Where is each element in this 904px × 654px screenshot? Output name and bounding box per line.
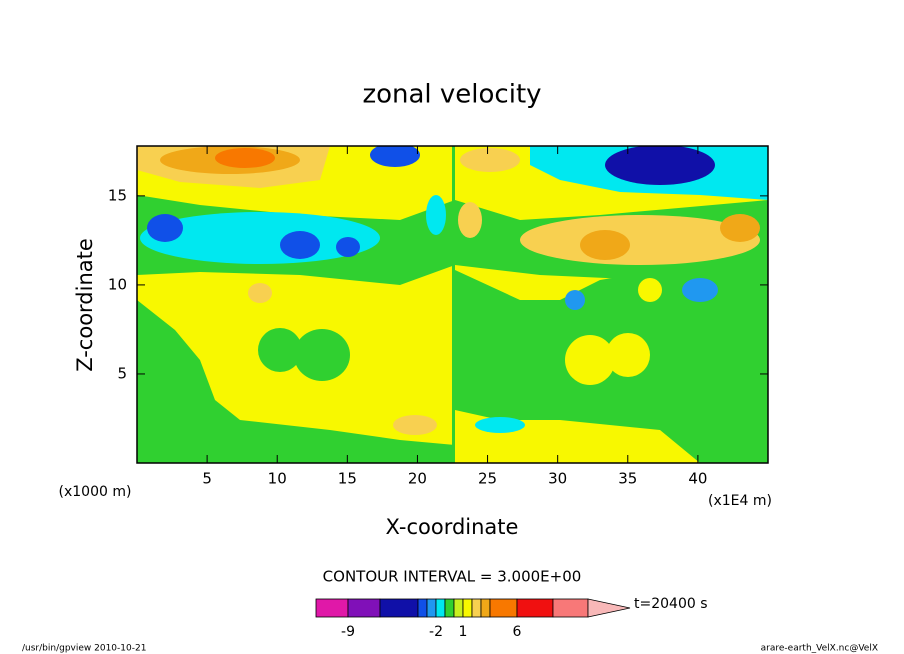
colorbar-tick-label: -9 [341, 624, 355, 640]
footer-left: /usr/bin/gpview 2010-10-21 [22, 644, 146, 654]
x-unit: (x1E4 m) [708, 493, 772, 509]
contour-region [460, 148, 520, 172]
contour-region [140, 212, 380, 264]
y-tick-label: 5 [117, 364, 127, 382]
x-tick-label: 30 [548, 470, 567, 488]
x-tick-label: 15 [338, 470, 357, 488]
y-unit: (x1000 m) [59, 484, 132, 500]
contour-region [336, 237, 360, 257]
colorbar-tick-label: 1 [459, 624, 468, 640]
x-tick-label: 5 [202, 470, 212, 488]
contour-region [426, 195, 446, 235]
colorbar-swatch [417, 598, 428, 618]
contour-region [370, 146, 420, 167]
x-tick-label: 40 [688, 470, 707, 488]
contour-region [606, 333, 650, 377]
contour-interval: CONTOUR INTERVAL = 3.000E+00 [323, 568, 582, 586]
contour-region [215, 148, 275, 168]
plot-frame [136, 145, 769, 464]
colorbar-tick-label: 6 [513, 624, 522, 640]
contour-region [147, 214, 183, 242]
colorbar-swatch [489, 598, 518, 618]
colorbar-swatch [453, 598, 464, 618]
chart-title: zonal velocity [362, 80, 541, 110]
contour-region [393, 415, 437, 435]
contour-region [565, 290, 585, 310]
colorbar-swatch [516, 598, 554, 618]
contour-region [605, 146, 715, 185]
colorbar-swatch [315, 598, 349, 618]
colorbar-swatch [347, 598, 381, 618]
contour-field [137, 146, 768, 463]
x-tick-label: 20 [408, 470, 427, 488]
contour-region [294, 329, 350, 381]
contour-region [638, 278, 662, 302]
contour-region [458, 202, 482, 238]
colorbar-swatch [480, 598, 491, 618]
contour-region [520, 215, 760, 265]
colorbar-swatch [462, 598, 473, 618]
footer-right: arare-earth_VelX.nc@VelX [761, 644, 878, 654]
contour-region [580, 230, 630, 260]
contour-region [720, 214, 760, 242]
contour-region [682, 278, 718, 302]
y-tick-label: 15 [108, 186, 127, 204]
time-label: t=20400 s [634, 596, 708, 612]
y-tick-label: 10 [108, 275, 127, 293]
contour-region [280, 231, 320, 259]
colorbar-swatch [444, 598, 455, 618]
colorbar-swatch [426, 598, 437, 618]
colorbar-swatch [435, 598, 446, 618]
colorbar-swatch [379, 598, 419, 618]
contour-region [565, 335, 615, 385]
contour-region [258, 328, 302, 372]
contour-region [137, 300, 455, 463]
contour-region [248, 283, 272, 303]
contour-region [170, 275, 230, 295]
contour-region [475, 417, 525, 433]
colorbar-swatch [471, 598, 482, 618]
y-axis-label: Z-coordinate [73, 238, 97, 372]
x-tick-label: 35 [618, 470, 637, 488]
colorbar-tick-label: -2 [429, 624, 443, 640]
contour-region [452, 146, 455, 463]
x-axis-label: X-coordinate [386, 515, 519, 539]
x-tick-label: 25 [478, 470, 497, 488]
colorbar-swatch [552, 598, 589, 618]
colorbar-arrow [587, 598, 631, 618]
x-tick-label: 10 [268, 470, 287, 488]
